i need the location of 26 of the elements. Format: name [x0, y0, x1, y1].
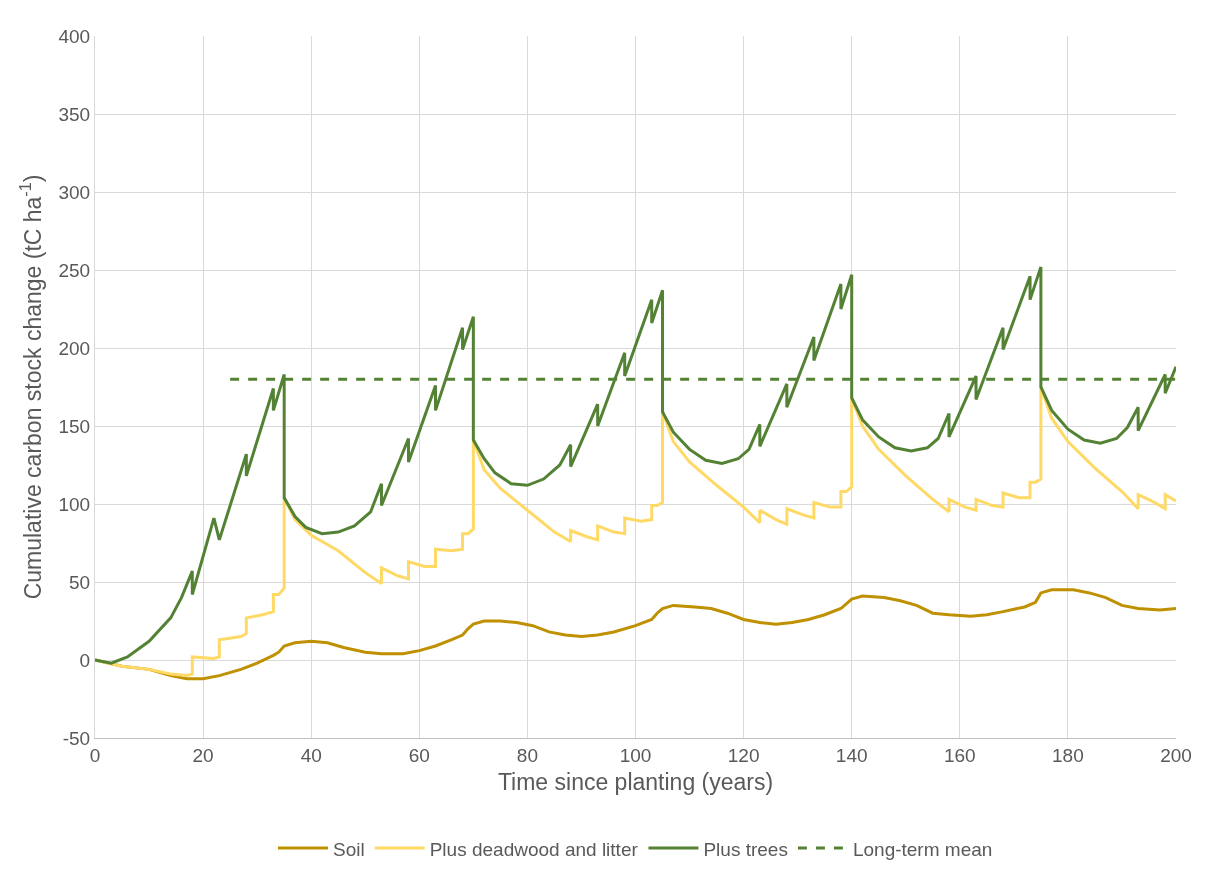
x-tick-label: 180 — [1052, 744, 1084, 766]
x-tick-label: 40 — [300, 744, 322, 766]
y-tick-label: -50 — [62, 727, 91, 749]
x-tick-label: 120 — [727, 744, 760, 766]
x-tick-label: 160 — [943, 744, 976, 766]
x-tick-label: 200 — [1160, 744, 1192, 766]
x-axis-title: Time since planting (years) — [497, 768, 774, 795]
x-tick-label: 60 — [408, 744, 430, 766]
y-tick-label: 250 — [58, 259, 91, 281]
y-tick-label: 200 — [58, 337, 91, 359]
y-tick-label: 350 — [58, 103, 91, 125]
y-tick-label: 150 — [58, 415, 91, 437]
y-tick-label: 400 — [58, 25, 91, 47]
line-series — [95, 265, 1176, 665]
legend-label: Plus trees — [703, 838, 788, 860]
y-tick-label: 50 — [69, 571, 91, 593]
x-tick-label: 100 — [619, 744, 652, 766]
y-tick-label: 100 — [58, 493, 91, 515]
x-tick-label: 20 — [192, 744, 214, 766]
legend-label: Plus deadwood and litter — [429, 838, 639, 860]
y-tick-label: 300 — [58, 181, 91, 203]
y-tick-label: 0 — [79, 649, 91, 671]
x-tick-label: 140 — [835, 744, 868, 766]
x-tick-label: 80 — [516, 744, 538, 766]
legend-label: Soil — [333, 838, 365, 860]
legend-label: Long-term mean — [852, 838, 993, 860]
